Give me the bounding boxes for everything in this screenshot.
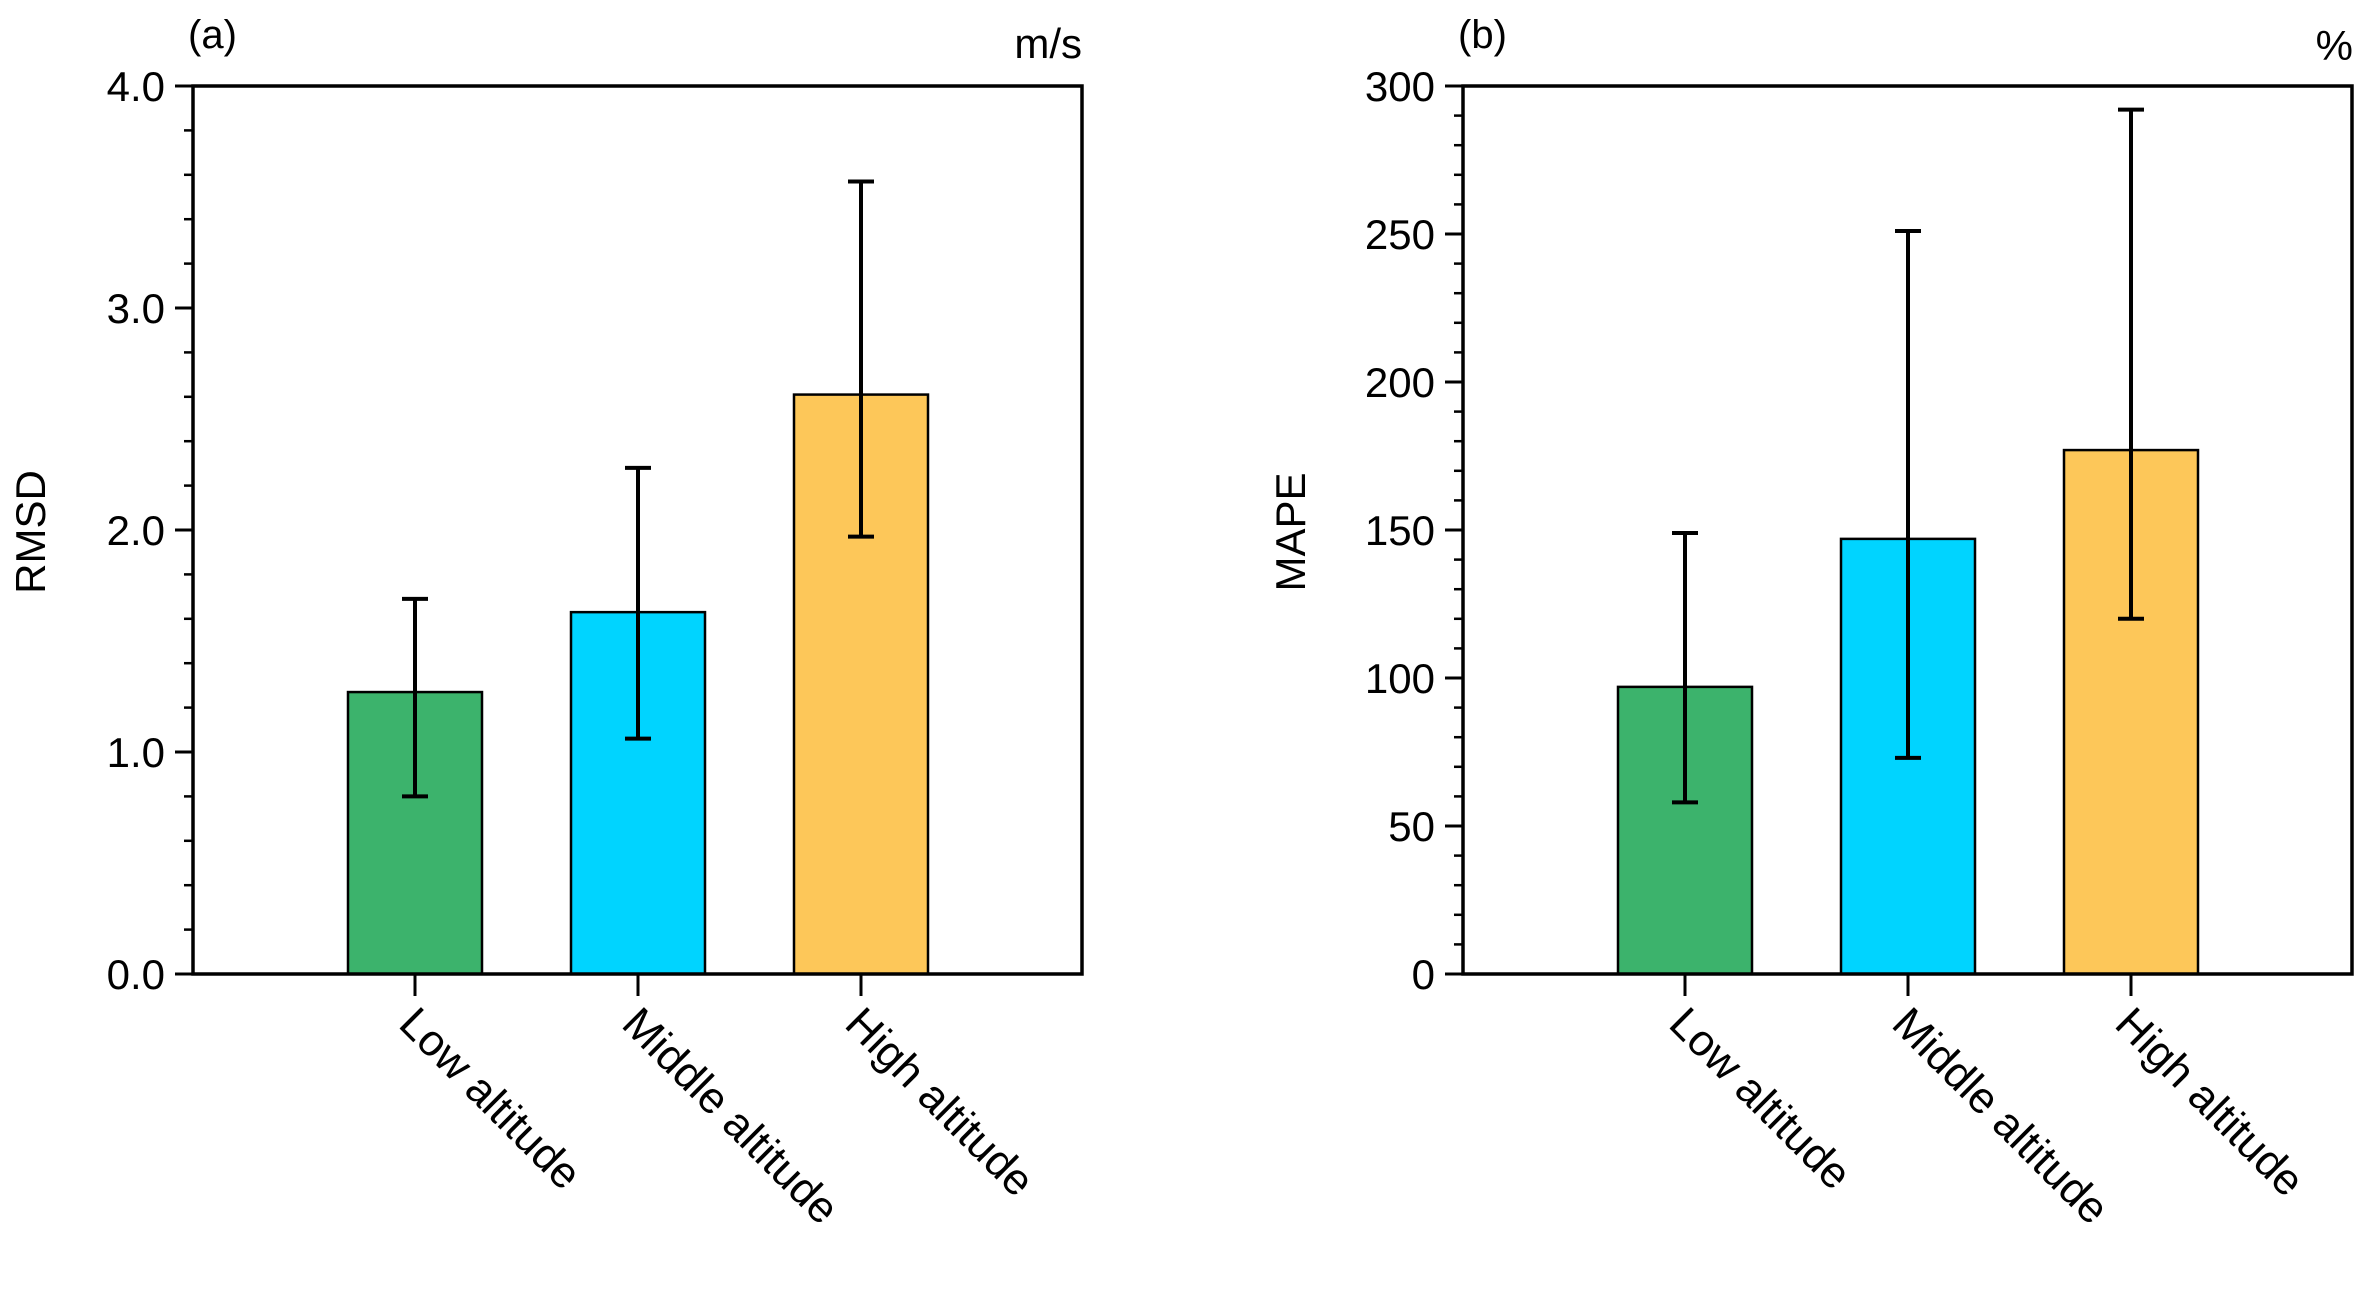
y-tick-label: 50 bbox=[1388, 803, 1435, 850]
error-bar bbox=[2118, 107, 2144, 621]
x-tick-label: High altitude bbox=[2106, 998, 2314, 1206]
y-tick-label: 3.0 bbox=[107, 285, 165, 332]
unit-label: m/s bbox=[1014, 20, 1082, 67]
y-tick-label: 300 bbox=[1365, 63, 1435, 110]
y-tick-label: 1.0 bbox=[107, 729, 165, 776]
error-bar bbox=[848, 179, 874, 539]
error-bar bbox=[625, 465, 651, 741]
x-tick-label: Low altitude bbox=[1660, 998, 1861, 1199]
error-bar bbox=[1672, 530, 1698, 805]
panel-label: (b) bbox=[1458, 13, 1507, 57]
y-tick-label: 150 bbox=[1365, 507, 1435, 554]
y-tick-label: 200 bbox=[1365, 359, 1435, 406]
y-ticks bbox=[1445, 84, 2133, 996]
y-tick-label: 2.0 bbox=[107, 507, 165, 554]
error-bars bbox=[402, 179, 874, 799]
y-tick-label: 4.0 bbox=[107, 63, 165, 110]
x-tick-label: Middle altitude bbox=[613, 998, 848, 1233]
y-tick-label: 0 bbox=[1412, 951, 1435, 998]
y-axis-label: RMSD bbox=[7, 470, 54, 594]
y-tick-labels: 0 50 100 150 200 250 300 bbox=[1365, 63, 1435, 998]
x-tick-label: Low altitude bbox=[390, 998, 591, 1199]
y-ticks bbox=[175, 84, 863, 996]
y-axis-label: MAPE bbox=[1267, 472, 1314, 591]
panel-label: (a) bbox=[188, 13, 237, 57]
plot-frame bbox=[191, 84, 1084, 976]
y-tick-label: 250 bbox=[1365, 211, 1435, 258]
x-tick-label: High altitude bbox=[836, 998, 1044, 1206]
plot-frame bbox=[1461, 84, 2354, 976]
y-tick-labels: 0.0 1.0 2.0 3.0 4.0 bbox=[107, 63, 165, 998]
x-tick-label: Middle altitude bbox=[1883, 998, 2118, 1233]
unit-label: % bbox=[2316, 22, 2353, 69]
error-bar bbox=[1895, 229, 1921, 760]
panel-mape: (b) % MAPE 0 50 100 150 200 250 300 Low altitu… bbox=[1267, 13, 2354, 1234]
error-bars bbox=[1672, 107, 2144, 805]
y-tick-label: 0.0 bbox=[107, 951, 165, 998]
panel-rmsd: (a) m/s RMSD 0.0 1.0 2.0 3.0 4.0 Low altitud… bbox=[7, 13, 1084, 1234]
y-tick-label: 100 bbox=[1365, 655, 1435, 702]
error-bar bbox=[402, 596, 428, 799]
